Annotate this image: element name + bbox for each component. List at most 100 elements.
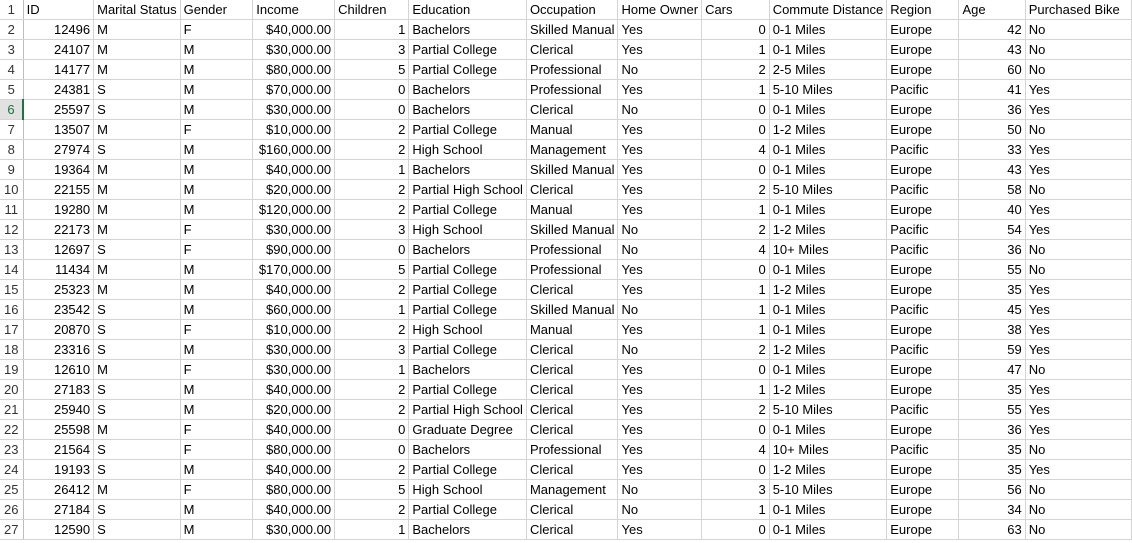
table-cell[interactable]: No — [1025, 119, 1132, 140]
table-cell[interactable]: 3 — [334, 39, 410, 60]
table-cell[interactable]: 0-1 Miles — [769, 199, 888, 220]
table-cell[interactable]: 0 — [701, 359, 770, 380]
table-cell[interactable]: $30,000.00 — [252, 359, 336, 380]
table-cell[interactable]: No — [617, 479, 703, 500]
table-cell[interactable]: Professional — [526, 439, 619, 460]
table-cell[interactable]: Partial High School — [408, 179, 527, 200]
table-cell[interactable]: 1 — [701, 299, 770, 320]
table-cell[interactable]: M — [180, 39, 254, 60]
table-cell[interactable]: 35 — [958, 379, 1026, 400]
table-cell[interactable]: 2-5 Miles — [769, 59, 888, 80]
table-cell[interactable]: M — [180, 199, 254, 220]
table-cell[interactable]: 0-1 Miles — [769, 259, 888, 280]
table-cell[interactable]: Yes — [617, 159, 703, 180]
table-cell[interactable]: Partial College — [408, 499, 527, 520]
table-cell[interactable]: 0-1 Miles — [769, 419, 888, 440]
table-cell[interactable]: Clerical — [526, 339, 619, 360]
table-cell[interactable]: 1 — [701, 379, 770, 400]
table-cell[interactable]: Europe — [886, 499, 960, 520]
table-cell[interactable]: Pacific — [886, 219, 960, 240]
table-cell[interactable]: F — [180, 439, 254, 460]
table-cell[interactable]: 3 — [334, 219, 410, 240]
table-cell[interactable]: Pacific — [886, 139, 960, 160]
table-cell[interactable]: 0 — [334, 439, 410, 460]
table-cell[interactable]: 56 — [958, 479, 1026, 500]
table-cell[interactable]: Professional — [526, 239, 619, 260]
table-cell[interactable]: 50 — [958, 119, 1026, 140]
table-cell[interactable]: 41 — [958, 79, 1026, 100]
table-cell[interactable]: Clerical — [526, 359, 619, 380]
table-cell[interactable]: S — [93, 139, 181, 160]
table-cell[interactable]: $40,000.00 — [252, 159, 336, 180]
table-cell[interactable]: 1-2 Miles — [769, 119, 888, 140]
table-cell[interactable]: 10+ Miles — [769, 239, 888, 260]
table-cell[interactable]: High School — [408, 479, 527, 500]
table-cell[interactable]: Clerical — [526, 459, 619, 480]
table-cell[interactable]: 36 — [958, 239, 1026, 260]
table-cell[interactable]: No — [1025, 519, 1132, 540]
table-cell[interactable]: Clerical — [526, 399, 619, 420]
table-cell[interactable]: M — [180, 299, 254, 320]
table-cell[interactable]: Skilled Manual — [526, 219, 619, 240]
table-cell[interactable]: Europe — [886, 59, 960, 80]
table-cell[interactable]: Partial College — [408, 339, 527, 360]
table-cell[interactable]: 35 — [958, 279, 1026, 300]
table-cell[interactable]: No — [1025, 19, 1132, 40]
table-cell[interactable]: 59 — [958, 339, 1026, 360]
table-cell[interactable]: M — [93, 39, 181, 60]
table-cell[interactable]: $20,000.00 — [252, 399, 336, 420]
table-cell[interactable]: 26412 — [23, 479, 95, 500]
table-cell[interactable]: M — [93, 279, 181, 300]
table-cell[interactable]: 5 — [334, 479, 410, 500]
table-cell[interactable]: 1 — [334, 159, 410, 180]
table-cell[interactable]: $40,000.00 — [252, 499, 336, 520]
table-cell[interactable]: Partial College — [408, 119, 527, 140]
table-cell[interactable]: 43 — [958, 39, 1026, 60]
table-cell[interactable]: $40,000.00 — [252, 379, 336, 400]
table-cell[interactable]: $30,000.00 — [252, 219, 336, 240]
table-cell[interactable]: 25597 — [23, 99, 95, 120]
table-cell[interactable]: 24381 — [23, 79, 95, 100]
row-header[interactable]: 5 — [0, 79, 24, 100]
table-cell[interactable]: Pacific — [886, 179, 960, 200]
table-cell[interactable]: Pacific — [886, 439, 960, 460]
table-cell[interactable]: M — [180, 99, 254, 120]
table-cell[interactable]: Europe — [886, 259, 960, 280]
table-cell[interactable]: M — [180, 519, 254, 540]
table-cell[interactable]: M — [180, 279, 254, 300]
table-cell[interactable]: 2 — [701, 219, 770, 240]
table-cell[interactable]: 1 — [334, 19, 410, 40]
table-cell[interactable]: Skilled Manual — [526, 19, 619, 40]
table-cell[interactable]: 25940 — [23, 399, 95, 420]
table-cell[interactable]: Yes — [1025, 139, 1132, 160]
table-cell[interactable]: 19193 — [23, 459, 95, 480]
table-cell[interactable]: 12496 — [23, 19, 95, 40]
table-cell[interactable]: $170,000.00 — [252, 259, 336, 280]
table-cell[interactable]: 2 — [334, 139, 410, 160]
row-header[interactable]: 15 — [0, 279, 24, 300]
table-cell[interactable]: 22155 — [23, 179, 95, 200]
table-cell[interactable]: 10+ Miles — [769, 439, 888, 460]
table-cell[interactable]: Yes — [1025, 299, 1132, 320]
row-header[interactable]: 21 — [0, 399, 24, 420]
table-cell[interactable]: F — [180, 319, 254, 340]
table-cell[interactable]: 1-2 Miles — [769, 339, 888, 360]
table-cell[interactable]: 1 — [701, 279, 770, 300]
table-cell[interactable]: Skilled Manual — [526, 159, 619, 180]
row-header[interactable]: 26 — [0, 499, 24, 520]
column-header-cell[interactable]: Region — [886, 0, 960, 20]
table-cell[interactable]: Partial College — [408, 199, 527, 220]
table-cell[interactable]: $30,000.00 — [252, 39, 336, 60]
table-cell[interactable]: $10,000.00 — [252, 319, 336, 340]
table-cell[interactable]: No — [1025, 179, 1132, 200]
table-cell[interactable]: 24107 — [23, 39, 95, 60]
table-cell[interactable]: 2 — [701, 339, 770, 360]
table-cell[interactable]: 5-10 Miles — [769, 179, 888, 200]
table-cell[interactable]: 1-2 Miles — [769, 459, 888, 480]
table-cell[interactable]: No — [1025, 239, 1132, 260]
table-cell[interactable]: M — [180, 459, 254, 480]
row-header[interactable]: 11 — [0, 199, 24, 220]
table-cell[interactable]: 2 — [334, 119, 410, 140]
table-cell[interactable]: Partial College — [408, 459, 527, 480]
table-cell[interactable]: 23316 — [23, 339, 95, 360]
